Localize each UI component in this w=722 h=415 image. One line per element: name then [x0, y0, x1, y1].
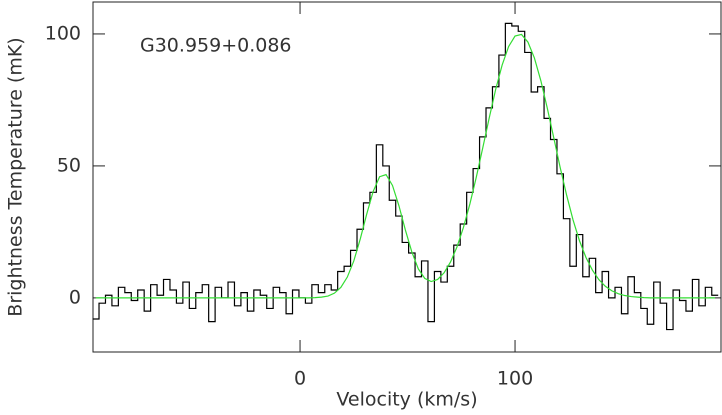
x-tick-label: 0: [294, 368, 306, 390]
x-axis-label: Velocity (km/s): [336, 389, 477, 411]
spectrum-step: [92, 22, 719, 331]
y-tick-label: 100: [45, 22, 81, 44]
y-axis-label: Brightness Temperature (mK): [5, 37, 27, 316]
annotation: G30.959+0.086: [140, 35, 292, 57]
y-tick-label: 50: [57, 154, 81, 176]
y-tick-label: 0: [69, 286, 81, 308]
fit-line: [95, 33, 715, 299]
plot-frame: [92, 1, 722, 353]
x-tick-label: 100: [497, 368, 533, 390]
